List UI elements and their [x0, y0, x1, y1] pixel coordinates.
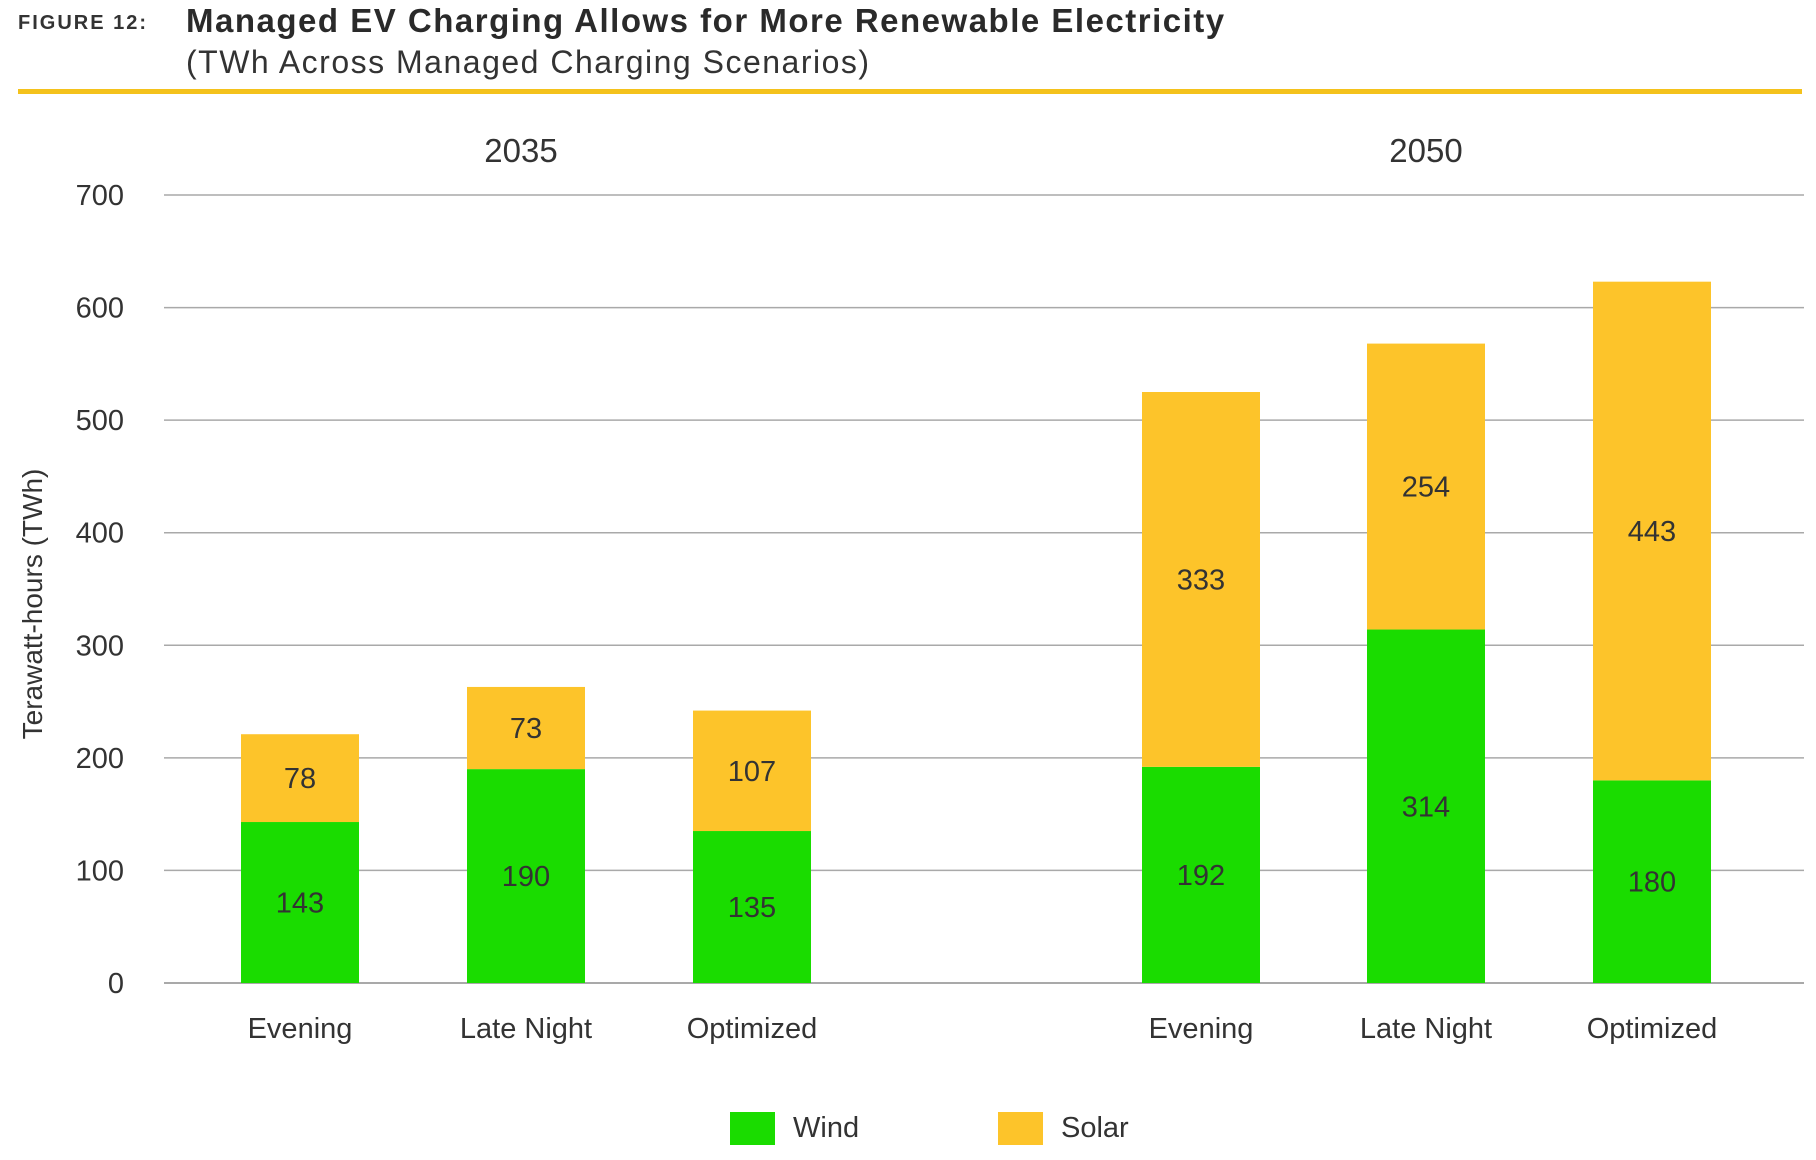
y-tick-label-100: 100 [76, 855, 124, 887]
y-tick-label-700: 700 [76, 180, 124, 212]
data-label-solar-2035-optimized: 107 [728, 756, 776, 788]
bar-solar-2050-late-night [1367, 343, 1485, 630]
bar-solar-2035-late-night [467, 686, 585, 770]
bar-wind-2050-evening [1142, 766, 1260, 983]
legend-swatch-wind [730, 1112, 775, 1145]
bar-solar-2050-optimized [1593, 281, 1711, 781]
y-tick-label-0: 0 [108, 968, 124, 1000]
data-label-solar-2050-optimized: 443 [1628, 516, 1676, 548]
bar-solar-2050-evening [1142, 392, 1260, 767]
bar-solar-2035-evening [241, 734, 359, 823]
data-label-wind-2050-evening: 192 [1177, 860, 1225, 892]
x-tick-label-2035-optimized: Optimized [687, 1013, 818, 1045]
x-tick-label-2035-evening: Evening [248, 1013, 353, 1045]
y-tick-label-500: 500 [76, 405, 124, 437]
bar-wind-2035-optimized [693, 831, 811, 983]
data-label-solar-2050-evening: 333 [1177, 564, 1225, 596]
x-tick-label-2035-late-night: Late Night [460, 1013, 592, 1045]
data-label-wind-2050-optimized: 180 [1628, 867, 1676, 899]
bar-solar-2035-optimized [693, 710, 811, 832]
data-label-solar-2035-late-night: 73 [510, 713, 542, 745]
data-label-wind-2035-optimized: 135 [728, 892, 776, 924]
group-label-2035: 2035 [484, 132, 557, 169]
legend-swatch-solar [998, 1112, 1043, 1145]
bar-wind-2035-evening [241, 822, 359, 983]
chart-subtitle: (TWh Across Managed Charging Scenarios) [186, 44, 871, 80]
y-axis-label: Terawatt-hours (TWh) [17, 469, 48, 740]
figure-label: FIGURE 12: [18, 12, 149, 34]
bar-wind-2050-late-night [1367, 629, 1485, 983]
data-label-wind-2035-late-night: 190 [502, 861, 550, 893]
y-tick-label-600: 600 [76, 293, 124, 325]
y-tick-label-200: 200 [76, 743, 124, 775]
chart-title: Managed EV Charging Allows for More Rene… [186, 2, 1226, 39]
legend-item-wind: Wind [730, 1112, 859, 1145]
data-label-wind-2035-evening: 143 [276, 888, 324, 920]
legend-item-solar: Solar [998, 1112, 1129, 1145]
legend-label-wind: Wind [793, 1112, 860, 1144]
y-tick-label-300: 300 [76, 630, 124, 662]
data-label-solar-2035-evening: 78 [284, 763, 316, 795]
bar-wind-2050-optimized [1593, 780, 1711, 983]
title-divider [18, 89, 1802, 94]
x-tick-label-2050-evening: Evening [1149, 1013, 1254, 1045]
data-label-solar-2050-late-night: 254 [1402, 472, 1450, 504]
y-tick-label-400: 400 [76, 518, 124, 550]
bar-wind-2035-late-night [467, 769, 585, 983]
group-label-2050: 2050 [1389, 132, 1462, 169]
x-tick-label-2050-late-night: Late Night [1360, 1013, 1492, 1045]
stacked-bar-chart: 0 100 200 300 400 500 600 700 Terawatt-hours (TW… [17, 132, 1804, 1045]
legend-label-solar: Solar [1061, 1112, 1129, 1144]
x-tick-label-2050-optimized: Optimized [1587, 1013, 1718, 1045]
data-label-wind-2050-late-night: 314 [1402, 791, 1450, 823]
